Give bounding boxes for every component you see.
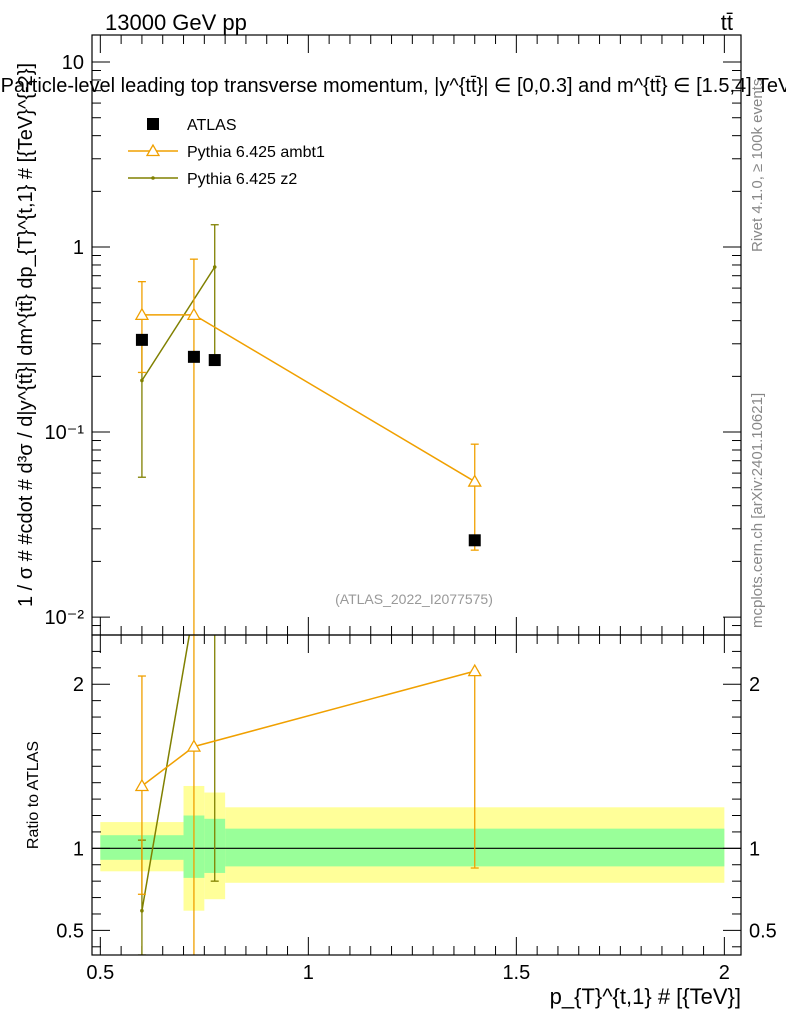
series-point-triangle (134, 307, 150, 321)
ratio-bands (92, 785, 741, 911)
mcplots-label: mcplots.cern.ch [arXiv:2401.10621] (749, 393, 766, 628)
main-y-tick-label: 10⁻¹ (45, 422, 85, 444)
series-point-triangle (467, 474, 482, 487)
main-panel: 10⁻² 10⁻¹ 1 10 Particle-level leading top t… (1, 34, 786, 636)
ratio-ylabel: Ratio to ATLAS (25, 741, 42, 849)
ratio-y-tick-label-right: 0.5 (749, 920, 777, 942)
main-title: Particle-level leading top transverse mo… (1, 75, 786, 97)
series-point-dot (213, 486, 217, 490)
series-line (141, 635, 191, 911)
main-ylabel: 1 / σ # #cdot # d³σ / d|y^{tt̄}| dm^{tt̄… (15, 63, 37, 607)
main-y-tick-label: 1 (73, 237, 84, 259)
ratio-y-tick-label-right: 2 (749, 674, 760, 696)
ratio-marks (134, 486, 482, 955)
ratio-panel: 0.5 1 1.5 20.5 0.51 12 2 Ratio to ATLAS p_{T}^… (25, 486, 777, 1009)
legend: ATLAS Pythia 6.425 ambt1 Pythia 6.425 z2 (128, 117, 325, 188)
header-left: 13000 GeV pp (105, 10, 247, 35)
x-axis-label: p_{T}^{t,1} # [{TeV}] (550, 984, 741, 1009)
series-line (141, 670, 475, 787)
x-tick-label: 1.5 (502, 962, 530, 984)
rivet-label: Rivet 4.1.0, ≥ 100k events (749, 79, 766, 252)
atlas-point (187, 350, 200, 363)
legend-label: Pythia 6.425 ambt1 (187, 144, 325, 161)
main-y-tick-label: 10 (62, 52, 84, 74)
atlas-point (135, 333, 148, 346)
atlas-point (468, 534, 481, 547)
ratio-y-tick-label-right: 1 (749, 838, 760, 860)
ratio-frame (91, 634, 742, 956)
legend-marker-dot (151, 176, 155, 180)
series-point-triangle (186, 739, 202, 752)
ratio-ticks: 0.5 1 1.5 20.5 0.51 12 2 (56, 635, 777, 984)
legend-label: Pythia 6.425 z2 (187, 171, 297, 188)
ratio-y-tick-label: 2 (73, 674, 84, 696)
header-right: tt̄ (721, 10, 733, 35)
series-point-triangle (186, 307, 202, 321)
legend-marker-atlas (147, 118, 159, 130)
ratio-y-tick-label: 1 (73, 838, 84, 860)
x-tick-label: 1 (303, 962, 314, 984)
legend-label: ATLAS (187, 117, 237, 134)
main-ticks: 10⁻² 10⁻¹ 1 10 (45, 35, 741, 636)
atlas-point (208, 354, 221, 367)
series-point-dot (140, 908, 144, 913)
series-line (141, 314, 476, 483)
x-tick-label: 2 (719, 962, 730, 984)
x-tick-label: 0.5 (86, 962, 114, 984)
ratio-y-tick-label: 0.5 (56, 920, 84, 942)
legend-marker-triangle (145, 143, 161, 157)
analysis-watermark: (ATLAS_2022_I2077575) (335, 591, 493, 607)
main-y-tick-label: 10⁻² (45, 607, 85, 629)
series-point-dot (140, 378, 144, 383)
series-line (141, 266, 216, 381)
main-marks (134, 224, 482, 635)
series-point-triangle (467, 663, 482, 677)
series-point-dot (212, 265, 217, 269)
series-point-triangle (134, 778, 150, 792)
